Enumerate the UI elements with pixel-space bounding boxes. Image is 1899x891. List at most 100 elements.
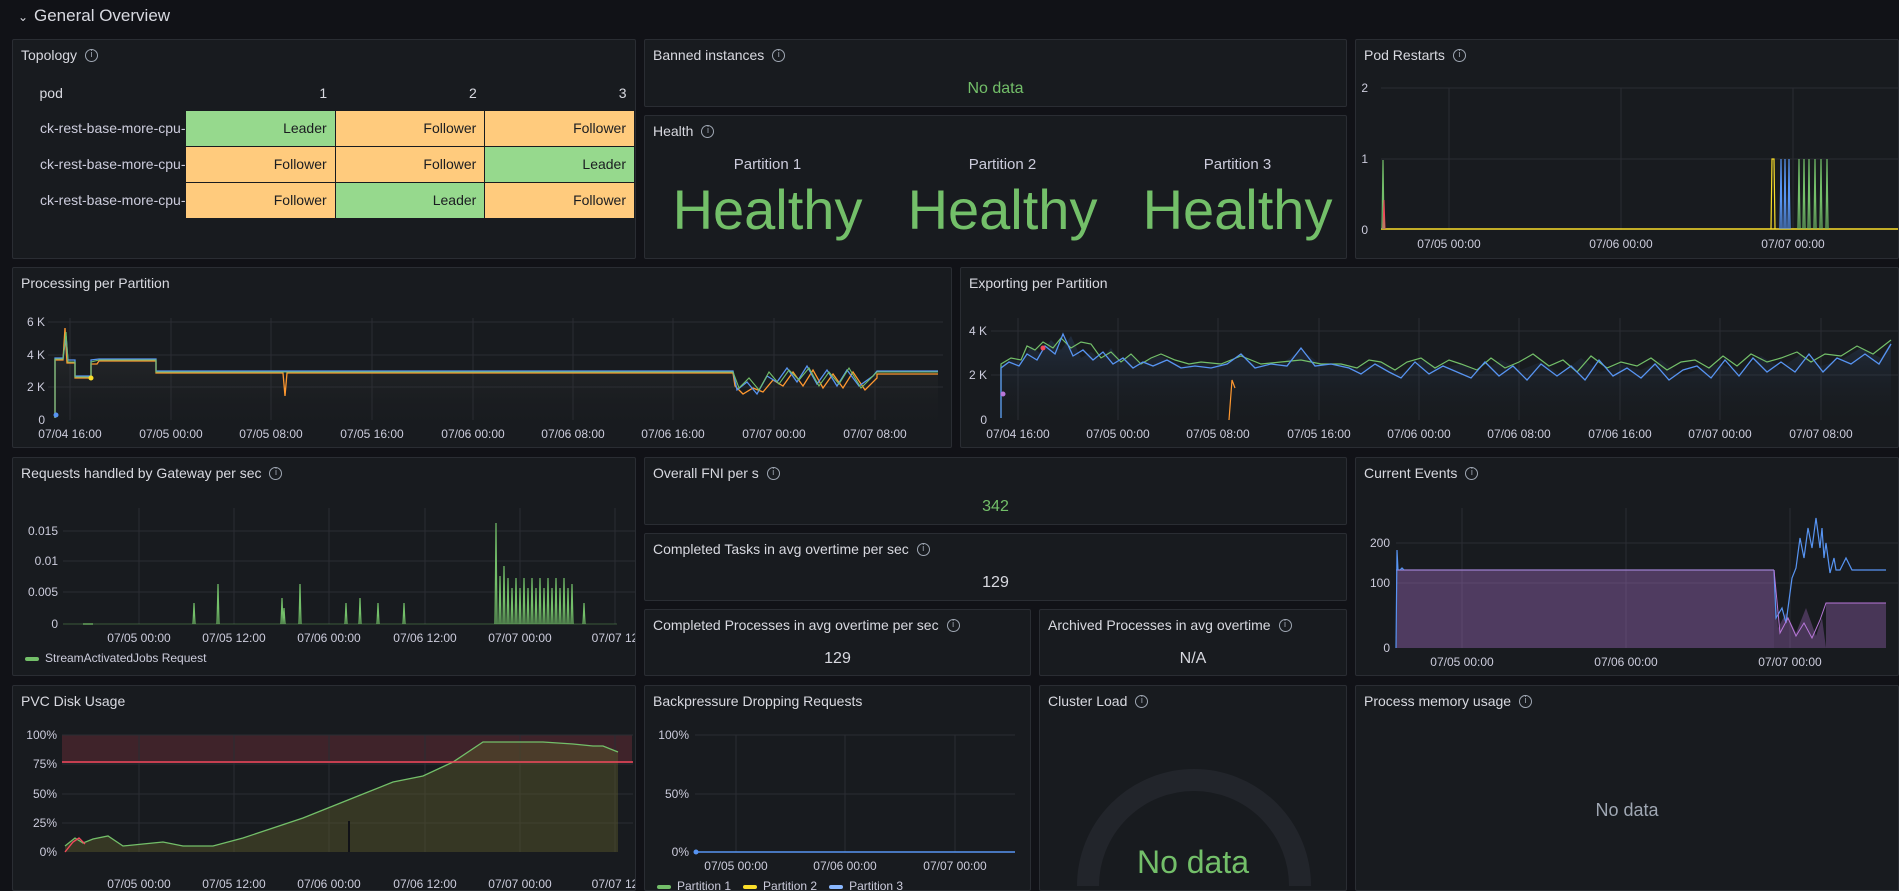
info-icon[interactable]: i [772,48,786,62]
graph-legend: Partition 1 Partition 2 Partition 3 [657,879,904,891]
legend-item[interactable]: Partition 1 [657,879,731,890]
y-tick: 2 K [27,380,45,394]
panel-title[interactable]: Cluster Load [1048,693,1128,709]
panel-title[interactable]: Completed Tasks in avg overtime per sec [653,541,909,557]
info-icon[interactable]: i [85,48,99,62]
health-value: Healthy [672,178,863,241]
info-icon[interactable]: i [1452,48,1466,62]
x-tick: 07/05 08:00 [239,427,303,441]
y-tick: 50% [33,787,57,801]
y-tick: 0% [40,845,58,859]
column-header-3[interactable]: 3 [618,84,627,101]
archived-processes-panel: Archived Processes in avg overtime i N/A [1039,609,1347,676]
cluster-load-panel: Cluster Load i No data [1039,685,1347,891]
y-tick: 0.005 [28,585,58,599]
x-tick: 07/05 00:00 [107,877,171,891]
panel-title[interactable]: Backpressure Dropping Requests [653,693,863,709]
info-icon[interactable]: i [1135,694,1149,708]
legend-label: StreamActivatedJobs Request [45,651,207,665]
x-tick: 07/06 12:00 [393,877,457,891]
graph-legend: StreamActivatedJobs Request [25,651,206,665]
x-tick: 07/04 16:00 [986,427,1050,441]
x-tick: 07/07 00:00 [488,877,552,891]
pod-restarts-graph[interactable]: 2 1 0 07/05 00:00 07/06 00:00 07/07 00:0… [1356,40,1899,259]
processing-panel: Processing per Partition 6 K 4 K 2 K 0 0… [12,267,952,448]
panel-title[interactable]: Current Events [1364,465,1458,481]
processing-graph[interactable]: 6 K 4 K 2 K 0 07/04 16:00 07/05 00:00 07… [13,268,952,448]
panel-title[interactable]: PVC Disk Usage [21,693,126,709]
x-tick: 07/05 00:00 [1417,237,1481,251]
y-tick: 4 K [27,348,45,362]
legend-item[interactable]: Partition 3 [829,879,904,891]
health-panel: Health i Partition 1 Healthy Partition 2 … [644,115,1347,259]
pod-cell: ck-rest-base-more-cpu-zeebe-2 [25,181,186,219]
role-cell: Follower [334,109,486,147]
panel-title[interactable]: Overall FNI per s [653,465,759,481]
panel-title[interactable]: Exporting per Partition [969,275,1108,291]
row-collapse-toggle[interactable]: ⌄ General Overview [18,4,170,28]
column-header-1[interactable]: 1 [319,84,328,101]
info-icon[interactable]: i [269,466,283,480]
panel-title[interactable]: Banned instances [653,47,765,63]
exporting-panel: Exporting per Partition 4 K 2 K 0 07/04 … [960,267,1899,448]
x-tick: 07/05 16:00 [340,427,404,441]
legend-item[interactable]: StreamActivatedJobs Request [25,651,206,665]
y-tick: 0 [1383,641,1390,655]
info-icon[interactable]: i [701,124,715,138]
panel-title[interactable]: Archived Processes in avg overtime [1048,617,1271,633]
y-tick: 0 [38,413,45,427]
info-icon[interactable]: i [1519,694,1533,708]
stat-value: 129 [824,650,851,667]
x-tick: 07/07 12 [592,631,636,645]
info-icon[interactable]: i [946,618,960,632]
info-icon[interactable]: i [1278,618,1292,632]
info-icon[interactable]: i [916,542,930,556]
stat-value: 129 [982,574,1009,591]
pod-cell: ck-rest-base-more-cpu-zeebe-1 [25,145,186,183]
x-tick: 07/07 00:00 [1688,427,1752,441]
x-tick: 07/05 00:00 [1086,427,1150,441]
panel-title[interactable]: Processing per Partition [21,275,170,291]
panel-title[interactable]: Requests handled by Gateway per sec [21,465,262,481]
x-tick: 07/05 00:00 [1430,655,1494,669]
info-icon[interactable]: i [766,466,780,480]
x-tick: 07/05 12:00 [202,877,266,891]
y-tick: 0% [672,845,690,859]
info-icon[interactable]: i [1465,466,1479,480]
x-tick: 07/05 08:00 [1186,427,1250,441]
banned-instances-panel: Banned instances i No data [644,39,1347,107]
x-tick: 07/07 00:00 [1761,237,1825,251]
y-tick: 1 [1361,152,1368,166]
no-data-text: No data [1595,800,1659,820]
row-title: General Overview [34,6,171,25]
exporting-graph[interactable]: 4 K 2 K 0 07/04 16:00 07/05 00:00 07/05 … [961,268,1899,448]
y-tick: 25% [33,816,57,830]
y-tick: 0 [51,617,58,631]
x-tick: 07/07 12 [592,877,636,891]
legend-label: Partition 3 [849,879,904,891]
pod-cell: ck-rest-base-more-cpu-zeebe-0 [25,109,186,147]
legend-item[interactable]: Partition 2 [743,879,817,890]
panel-title[interactable]: Process memory usage [1364,693,1512,709]
current-events-graph[interactable]: 200 100 0 07/05 00:00 07/06 00:00 07/07 … [1356,458,1899,676]
y-tick: 2 [1361,81,1368,95]
health-value: Healthy [1142,178,1333,241]
role-cell: Leader [334,181,486,219]
x-tick: 07/06 00:00 [1594,655,1658,669]
gateway-requests-graph[interactable]: 0.015 0.01 0.005 0 07/05 00:00 07/05 12:… [13,458,636,676]
pvc-disk-usage-graph[interactable]: 100% 75% 50% 25% 0% 07/05 00:00 07/05 12… [13,686,636,891]
panel-title[interactable]: Completed Processes in avg overtime per … [653,617,939,633]
panel-title[interactable]: Health [653,123,694,139]
process-memory-panel: Process memory usage i No data [1355,685,1899,891]
column-header-pod[interactable]: pod [39,84,63,101]
completed-tasks-panel: Completed Tasks in avg overtime per sec i… [644,533,1347,601]
panel-title[interactable]: Topology [21,47,78,63]
role-cell: Leader [484,145,635,183]
x-tick: 07/05 00:00 [704,859,768,873]
column-header-2[interactable]: 2 [469,84,477,101]
y-tick: 4 K [969,324,987,338]
y-tick: 75% [33,757,57,771]
panel-title[interactable]: Pod Restarts [1364,47,1445,63]
x-tick: 07/07 00:00 [923,859,987,873]
backpressure-graph[interactable]: 100% 50% 0% 07/05 00:00 07/06 00:00 07/0… [645,686,1031,891]
